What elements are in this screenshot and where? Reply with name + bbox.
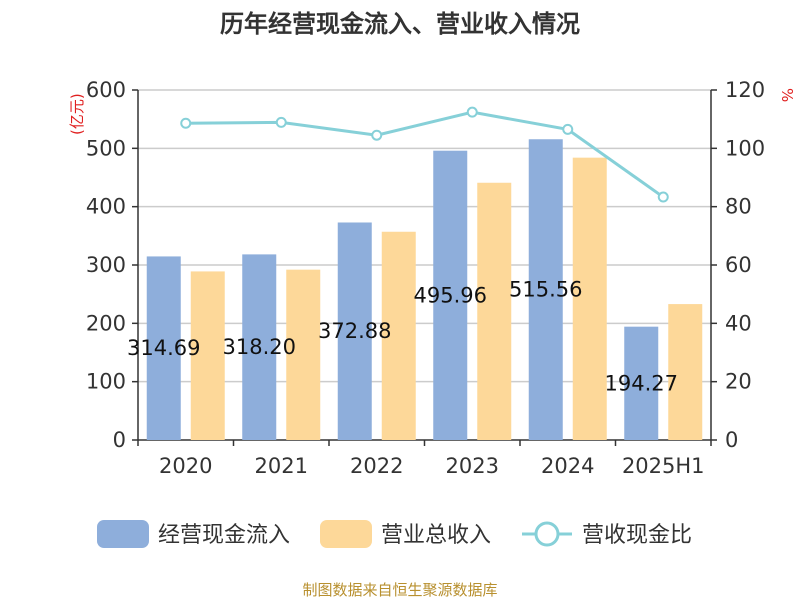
left-tick-label: 200 <box>86 311 126 335</box>
bar-total-revenue <box>572 157 607 440</box>
ratio-line <box>185 110 665 199</box>
left-axis-unit: (亿元) <box>68 93 86 135</box>
bar-value-label: 318.20 <box>223 335 296 359</box>
ratio-point <box>657 191 669 203</box>
legend-label-ratio: 营收现金比 <box>582 523 692 548</box>
legend-swatch-cash-inflow <box>97 520 149 548</box>
left-tick-label: 400 <box>86 195 126 219</box>
bar-value-label: 495.96 <box>414 283 487 307</box>
bar-total-revenue <box>668 304 703 440</box>
legend-marker-ratio <box>534 521 560 547</box>
left-tick-label: 0 <box>113 428 126 452</box>
ratio-point <box>180 117 192 129</box>
left-tick-label: 100 <box>86 370 126 394</box>
right-tick-label: 0 <box>725 428 738 452</box>
line-series <box>180 106 669 203</box>
legend: 经营现金流入 营业总收入 营收现金比 <box>97 520 692 548</box>
right-tick-label: 100 <box>725 136 765 160</box>
right-tick-label: 80 <box>725 195 752 219</box>
x-tick-label: 2020 <box>159 454 212 478</box>
ratio-point <box>562 123 574 135</box>
right-tick-label: 120 <box>725 78 765 102</box>
bar-cash-inflow <box>337 222 372 440</box>
right-tick-label: 40 <box>725 311 752 335</box>
bar-cash-inflow <box>242 254 277 440</box>
right-axis-unit: % <box>778 88 796 102</box>
x-tick-label: 2021 <box>255 454 308 478</box>
axes: 0 0 100 20 200 40 300 60 400 80 500 100 600 120 2020 20… <box>86 78 765 478</box>
bar-total-revenue <box>477 182 512 440</box>
legend-label-total-revenue: 营业总收入 <box>381 523 491 548</box>
left-tick-label: 500 <box>86 136 126 160</box>
x-tick-label: 2023 <box>446 454 499 478</box>
bar-total-revenue <box>286 269 321 440</box>
bar-cash-inflow <box>624 326 659 440</box>
bar-value-label: 314.69 <box>127 336 200 360</box>
ratio-point <box>371 129 383 141</box>
chart-title: 历年经营现金流入、营业收入情况 <box>220 10 580 38</box>
bar-total-revenue <box>190 271 225 440</box>
ratio-point <box>275 116 287 128</box>
bars <box>146 139 703 441</box>
right-tick-label: 20 <box>725 370 752 394</box>
bar-total-revenue <box>381 231 416 440</box>
left-tick-label: 300 <box>86 253 126 277</box>
bar-cash-inflow <box>146 256 181 440</box>
right-tick-label: 60 <box>725 253 752 277</box>
bar-cash-inflow <box>433 150 468 440</box>
x-tick-label: 2022 <box>350 454 403 478</box>
legend-swatch-total-revenue <box>320 520 372 548</box>
left-tick-label: 600 <box>86 78 126 102</box>
source-note: 制图数据来自恒生聚源数据库 <box>302 581 497 599</box>
x-tick-label: 2025H1 <box>622 454 705 478</box>
ratio-point <box>466 106 478 118</box>
bar-value-label: 372.88 <box>318 319 391 343</box>
data-labels: 314.69 318.20 372.88 495.96 515.56 194.27 <box>127 278 678 396</box>
grid <box>138 89 711 383</box>
bar-value-label: 194.27 <box>605 371 678 395</box>
legend-label-cash-inflow: 经营现金流入 <box>158 523 290 548</box>
bar-value-label: 515.56 <box>509 278 582 302</box>
bar-cash-inflow <box>528 139 563 441</box>
x-tick-label: 2024 <box>541 454 594 478</box>
